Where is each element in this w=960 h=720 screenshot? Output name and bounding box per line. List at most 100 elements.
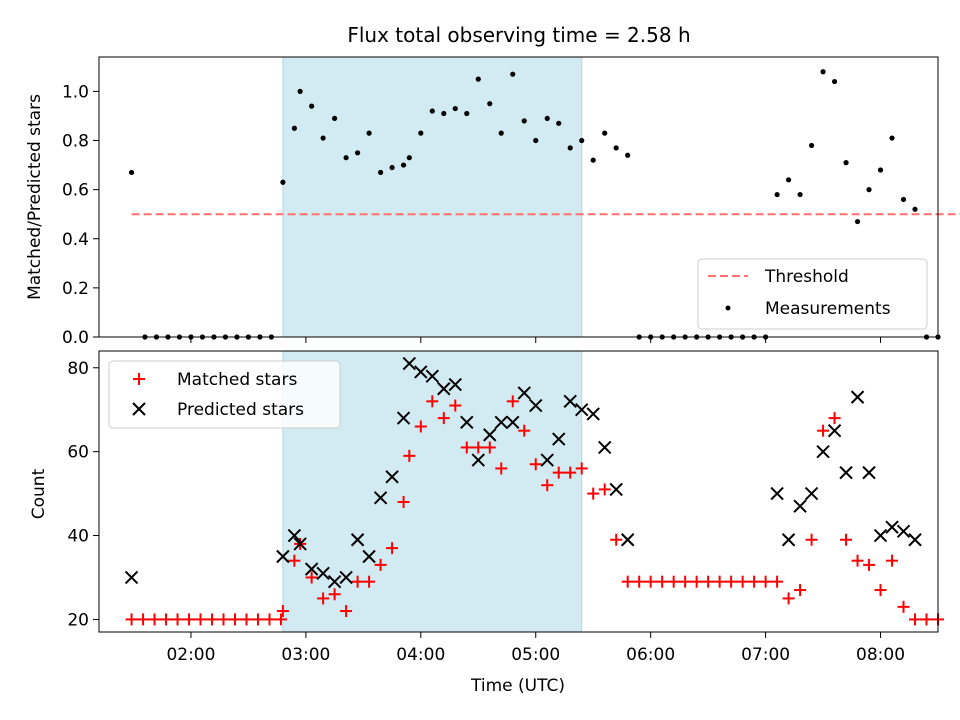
matched-point-18 (317, 592, 330, 605)
matched-point-46 (633, 575, 646, 588)
measurement-point-14 (291, 125, 297, 131)
matched-point-36 (518, 424, 531, 437)
matched-point-40 (564, 466, 577, 479)
matched-point-31 (460, 441, 473, 454)
bottom-xtick-label-1: 03:00 (281, 645, 330, 665)
matched-point-58 (771, 575, 784, 588)
bottom-ytick-label-0: 20 (67, 610, 89, 630)
measurement-point-23 (389, 164, 395, 171)
bottom-y-axis-label: Count (29, 468, 49, 519)
bottom-ytick-label-1: 40 (67, 527, 89, 547)
bottom-ytick-label-2: 60 (67, 443, 89, 463)
matched-point-55 (736, 575, 749, 588)
predicted-point-23 (517, 386, 531, 400)
predicted-point-25 (540, 453, 554, 467)
measurement-point-42 (602, 130, 608, 136)
matched-point-52 (702, 575, 715, 588)
chart-title: Flux total observing time = 2.58 h (347, 23, 690, 47)
predicted-point-9 (362, 549, 376, 564)
bottom-xtick-label-6: 08:00 (856, 645, 905, 665)
matched-point-42 (587, 487, 600, 500)
count-points (124, 356, 944, 626)
matched-point-35 (506, 395, 519, 408)
matched-point-59 (782, 592, 795, 605)
measurement-point-57 (774, 191, 780, 198)
predicted-point-21 (494, 415, 508, 430)
predicted-point-38 (827, 423, 842, 438)
measurement-point-64 (854, 218, 861, 225)
predicted-point-11 (385, 470, 399, 484)
predicted-point-31 (609, 482, 623, 497)
matched-point-26 (403, 449, 416, 462)
bottom-legend: Matched stars Predicted stars (108, 360, 341, 429)
matched-point-60 (794, 584, 807, 597)
matched-point-27 (414, 420, 427, 433)
predicted-point-29 (586, 407, 600, 421)
measurement-point-27 (429, 108, 435, 114)
matched-point-32 (472, 441, 485, 454)
measurement-point-31 (475, 76, 481, 82)
matched-point-51 (690, 575, 703, 588)
measurement-point-69 (912, 206, 918, 212)
predicted-point-0 (124, 570, 139, 585)
matched-point-28 (426, 395, 439, 408)
predicted-point-19 (471, 453, 485, 467)
top-shaded-interval (282, 56, 583, 338)
predicted-point-34 (781, 533, 796, 547)
bottom-xtick-label-2: 04:00 (396, 645, 445, 665)
legend-threshold-label: Threshold (764, 267, 849, 287)
matched-point-0 (125, 613, 138, 626)
predicted-point-36 (804, 486, 819, 501)
measurement-point-19 (343, 155, 349, 161)
top-ytick-label-3: 0.6 (62, 181, 89, 201)
bottom-x-ticks: 02:00 03:00 04:00 05:00 06:00 07:00 08:00 (166, 632, 905, 665)
measurement-point-26 (418, 130, 424, 136)
matched-point-14 (276, 605, 289, 618)
matched-point-71 (920, 613, 933, 626)
top-panel: 0.0 0.2 0.4 0.6 0.8 1.0 Matched/Predicted sta… (25, 56, 960, 348)
predicted-point-28 (575, 403, 589, 417)
measurement-point-34 (510, 71, 516, 77)
matched-point-56 (748, 575, 761, 588)
predicted-point-10 (373, 491, 388, 505)
matched-point-47 (644, 575, 657, 588)
top-ytick-label-4: 0.8 (62, 132, 89, 152)
top-ytick-label-5: 1.0 (62, 82, 89, 102)
matched-point-5 (183, 613, 196, 626)
matched-point-4 (171, 613, 184, 626)
matched-point-8 (217, 613, 230, 626)
measurement-point-24 (400, 162, 407, 168)
measurement-point-61 (820, 69, 826, 75)
measurement-point-58 (785, 177, 792, 183)
matched-point-37 (529, 458, 542, 471)
measurement-point-41 (590, 157, 596, 163)
matched-point-11 (251, 613, 264, 626)
measurement-point-65 (866, 187, 872, 193)
matched-point-69 (897, 600, 910, 613)
measurement-point-66 (877, 167, 884, 173)
matched-point-41 (575, 462, 588, 475)
matched-point-17 (305, 571, 318, 584)
measurement-point-16 (309, 103, 315, 109)
matched-point-24 (386, 542, 399, 555)
matched-point-67 (874, 584, 887, 597)
measurement-point-29 (452, 105, 458, 112)
bottom-xtick-label-0: 02:00 (166, 645, 215, 665)
top-legend: Threshold Measurements (697, 258, 928, 330)
predicted-point-24 (529, 398, 543, 413)
matched-point-45 (621, 575, 634, 588)
predicted-point-39 (839, 465, 853, 480)
predicted-point-8 (350, 533, 365, 547)
predicted-point-18 (460, 415, 474, 430)
matched-point-15 (288, 554, 301, 567)
predicted-point-14 (414, 365, 428, 379)
measurement-point-17 (320, 135, 326, 141)
matched-point-68 (886, 554, 899, 567)
measurement-point-44 (625, 152, 631, 158)
predicted-point-17 (448, 377, 462, 392)
predicted-point-42 (873, 528, 888, 543)
bottom-y-ticks: 20 40 60 80 (67, 359, 99, 630)
legend-measurements-label: Measurements (765, 299, 891, 319)
bottom-xtick-label-5: 07:00 (741, 645, 790, 665)
